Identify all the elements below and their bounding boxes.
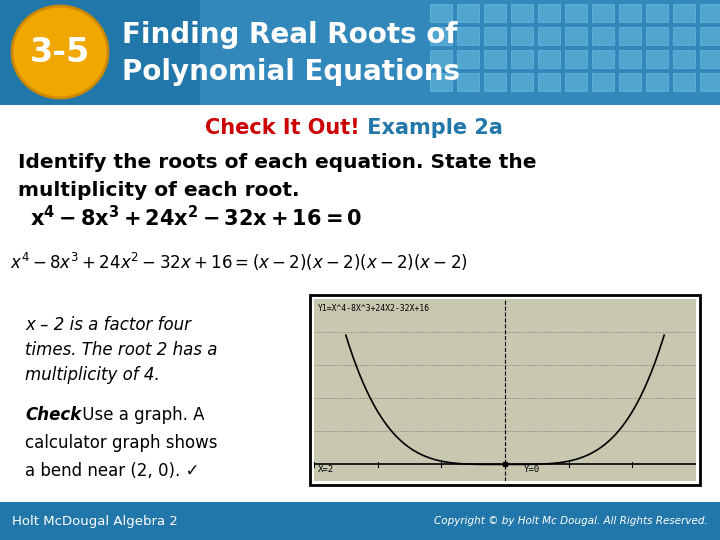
Text: Check It Out!: Check It Out!	[205, 118, 360, 138]
Bar	[511, 4, 533, 22]
Bar	[673, 50, 695, 68]
Text: multiplicity of each root.: multiplicity of each root.	[18, 180, 300, 199]
Text: x – 2 is a factor four: x – 2 is a factor four	[25, 316, 191, 334]
Bar	[484, 4, 506, 22]
Bar	[565, 50, 587, 68]
Bar	[619, 50, 641, 68]
Bar	[592, 27, 614, 45]
Bar	[457, 4, 479, 22]
Bar	[430, 50, 452, 68]
Bar	[314, 299, 696, 481]
Text: times. The root 2 has a: times. The root 2 has a	[25, 341, 217, 359]
Text: Check: Check	[25, 406, 81, 424]
Bar	[565, 4, 587, 22]
Bar	[646, 73, 668, 91]
Bar	[538, 73, 560, 91]
Bar	[457, 27, 479, 45]
Text: Example 2a: Example 2a	[360, 118, 503, 138]
Bar	[700, 73, 720, 91]
Bar	[592, 73, 614, 91]
Bar	[511, 27, 533, 45]
Text: Y=0: Y=0	[524, 465, 540, 474]
Bar	[646, 4, 668, 22]
Text: $\mathbf{x^4 - 8x^3 + 24x^2 - 32x + 16 = 0}$: $\mathbf{x^4 - 8x^3 + 24x^2 - 32x + 16 =…	[30, 205, 362, 231]
Text: $x^4 - 8x^3 + 24x^2 - 32x + 16 = (x - 2)(x - 2)(x - 2)(x - 2)$: $x^4 - 8x^3 + 24x^2 - 32x + 16 = (x - 2)…	[10, 251, 468, 273]
Bar	[0, 0, 720, 105]
Bar	[430, 73, 452, 91]
Text: X=2: X=2	[318, 465, 334, 474]
Bar	[619, 4, 641, 22]
Bar	[430, 27, 452, 45]
Bar	[484, 27, 506, 45]
Bar	[592, 50, 614, 68]
Text: calculator graph shows: calculator graph shows	[25, 434, 217, 452]
Bar	[200, 0, 720, 105]
Text: Use a graph. A: Use a graph. A	[77, 406, 204, 424]
Bar	[538, 27, 560, 45]
Bar	[457, 50, 479, 68]
Bar	[484, 50, 506, 68]
Bar	[700, 27, 720, 45]
Bar	[511, 50, 533, 68]
Bar	[673, 73, 695, 91]
Bar	[457, 73, 479, 91]
Bar	[565, 27, 587, 45]
Text: 3-5: 3-5	[30, 36, 90, 69]
Bar	[700, 4, 720, 22]
Bar	[592, 4, 614, 22]
Ellipse shape	[12, 6, 108, 98]
Text: multiplicity of 4.: multiplicity of 4.	[25, 366, 160, 384]
Bar	[511, 73, 533, 91]
Text: Y1=X^4-8X^3+24X2-32X+16: Y1=X^4-8X^3+24X2-32X+16	[318, 305, 430, 313]
Bar	[673, 4, 695, 22]
Bar	[565, 73, 587, 91]
Bar	[538, 4, 560, 22]
Text: Identify the roots of each equation. State the: Identify the roots of each equation. Sta…	[18, 152, 536, 172]
Bar	[619, 73, 641, 91]
Text: a bend near (2, 0). ✓: a bend near (2, 0). ✓	[25, 462, 199, 480]
Bar	[619, 27, 641, 45]
Bar	[310, 295, 700, 485]
Bar	[646, 50, 668, 68]
Bar	[700, 50, 720, 68]
Bar	[430, 4, 452, 22]
Text: Holt McDougal Algebra 2: Holt McDougal Algebra 2	[12, 515, 178, 528]
Bar	[538, 50, 560, 68]
Text: Copyright © by Holt Mc Dougal. All Rights Reserved.: Copyright © by Holt Mc Dougal. All Right…	[434, 516, 708, 526]
Bar	[673, 27, 695, 45]
Bar	[0, 502, 720, 540]
Bar	[646, 27, 668, 45]
Text: Finding Real Roots of: Finding Real Roots of	[122, 21, 457, 49]
Bar	[484, 73, 506, 91]
Text: Polynomial Equations: Polynomial Equations	[122, 58, 460, 86]
